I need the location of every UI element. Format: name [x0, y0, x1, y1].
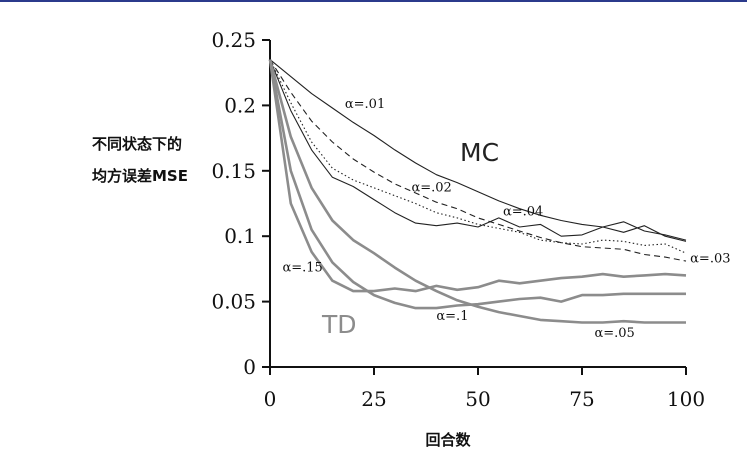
y-tick-label: 0.2	[224, 93, 256, 117]
mc-group-label: MC	[460, 138, 499, 167]
series-line	[268, 59, 686, 310]
x-axis-title: 回合数	[425, 431, 471, 449]
x-tick-label: 0	[264, 387, 277, 411]
series-line	[269, 59, 687, 262]
y-tick-label: 0.15	[211, 159, 256, 183]
y-tick-label: 0.1	[224, 224, 256, 248]
x-tick-label: 100	[667, 387, 705, 411]
series-lines	[268, 59, 687, 324]
td-group-label: TD	[321, 310, 357, 339]
series-line	[269, 59, 687, 242]
x-tick-label: 75	[569, 387, 594, 411]
top-rule	[0, 0, 747, 2]
x-tick-label: 50	[465, 387, 490, 411]
series-line	[268, 59, 687, 293]
series-label: α=.02	[411, 181, 451, 196]
series-label: α=.05	[594, 326, 634, 341]
x-tick-label: 25	[361, 387, 386, 411]
y-tick-label: 0	[243, 355, 256, 379]
series-line	[268, 59, 686, 324]
series-label: α=.15	[282, 261, 322, 276]
series-label: α=.03	[690, 251, 730, 266]
axes: 0 0.05 0.1 0.15 0.2 0.25 0 25 50 75 100	[211, 28, 705, 411]
y-tick-label: 0.05	[211, 290, 256, 314]
series-line	[269, 59, 687, 241]
series-label: α=.01	[345, 97, 385, 112]
series-label: α=.04	[503, 204, 543, 219]
series-labels: α=.01 α=.02 α=.03 α=.04 α=.05 α=.1 α=.15	[282, 97, 730, 341]
y-axis-title-line-2: 均方误差MSE	[92, 167, 188, 185]
y-tick-label: 0.25	[211, 28, 256, 52]
y-axis-title-line-1: 不同状态下的	[92, 135, 182, 153]
series-label: α=.1	[436, 309, 468, 324]
